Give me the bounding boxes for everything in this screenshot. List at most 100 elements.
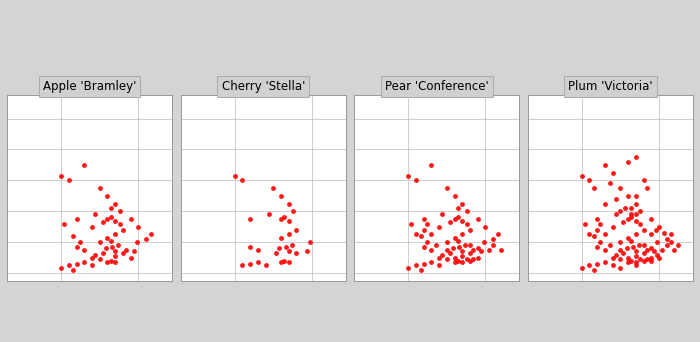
Point — [456, 201, 468, 206]
Point — [402, 173, 414, 179]
Point — [78, 162, 90, 168]
Point — [141, 236, 152, 242]
Point — [645, 216, 657, 222]
Point — [237, 263, 248, 268]
Point — [610, 212, 622, 217]
Point — [607, 263, 618, 268]
Point — [71, 261, 82, 266]
Point — [615, 239, 626, 245]
Point — [131, 239, 142, 245]
Point — [589, 233, 600, 239]
Point — [645, 232, 657, 237]
Point — [274, 246, 285, 251]
Point — [641, 185, 652, 191]
Point — [610, 252, 622, 257]
Point — [615, 209, 626, 214]
Point — [607, 255, 618, 260]
Point — [576, 266, 587, 271]
Point — [109, 232, 120, 237]
Point — [252, 247, 263, 253]
Point — [402, 266, 414, 271]
Point — [283, 232, 294, 237]
Point — [86, 255, 97, 260]
Point — [661, 236, 672, 242]
Point — [86, 263, 97, 268]
Point — [634, 242, 645, 248]
Point — [488, 242, 499, 248]
Point — [604, 242, 615, 248]
Point — [71, 216, 82, 222]
Point — [599, 232, 610, 237]
Point — [441, 247, 452, 253]
Point — [125, 255, 136, 260]
Point — [267, 185, 279, 191]
Point — [622, 235, 634, 240]
Point — [638, 258, 649, 263]
Point — [444, 250, 456, 256]
Point — [125, 216, 136, 222]
Point — [472, 216, 483, 222]
Point — [410, 263, 421, 268]
Point — [456, 253, 468, 259]
Point — [418, 216, 429, 222]
Point — [464, 258, 475, 263]
Point — [304, 239, 316, 245]
Point — [638, 177, 649, 183]
Point — [627, 244, 638, 250]
Point — [638, 227, 649, 233]
Point — [100, 246, 111, 251]
Point — [97, 250, 108, 256]
Point — [615, 185, 626, 191]
Point — [113, 242, 124, 248]
Point — [118, 250, 129, 256]
Point — [599, 247, 610, 253]
Point — [114, 221, 125, 226]
Point — [650, 227, 662, 233]
Point — [441, 185, 452, 191]
Point — [449, 260, 460, 265]
Point — [302, 249, 313, 254]
Point — [626, 215, 637, 220]
Point — [426, 232, 437, 237]
Point — [461, 256, 472, 262]
Point — [592, 216, 603, 222]
Point — [288, 209, 299, 214]
Point — [118, 227, 129, 233]
Point — [622, 255, 634, 260]
Point — [290, 250, 302, 256]
Point — [626, 238, 637, 244]
Point — [449, 216, 460, 222]
Point — [275, 193, 286, 199]
Point — [279, 258, 290, 263]
Point — [599, 260, 610, 265]
Point — [237, 177, 248, 183]
Point — [433, 263, 444, 268]
Point — [426, 162, 437, 168]
Point — [63, 177, 74, 183]
Point — [109, 201, 120, 206]
Point — [584, 232, 595, 237]
Point — [244, 216, 256, 222]
Point — [615, 247, 626, 253]
Point — [456, 249, 468, 254]
Point — [622, 260, 634, 265]
Point — [410, 177, 421, 183]
Point — [580, 221, 591, 226]
Point — [584, 177, 595, 183]
Point — [626, 212, 637, 217]
Point — [437, 212, 448, 217]
Point — [452, 206, 463, 211]
Point — [105, 238, 116, 244]
Point — [128, 249, 139, 254]
Point — [635, 256, 646, 262]
Point — [461, 221, 472, 226]
Point — [90, 252, 101, 257]
Point — [275, 235, 286, 240]
Point — [78, 260, 90, 265]
Point — [669, 247, 680, 253]
Point — [630, 193, 641, 199]
Title: Cherry 'Stella': Cherry 'Stella' — [221, 80, 305, 93]
Point — [620, 206, 631, 211]
Point — [622, 159, 634, 165]
Point — [472, 255, 483, 260]
